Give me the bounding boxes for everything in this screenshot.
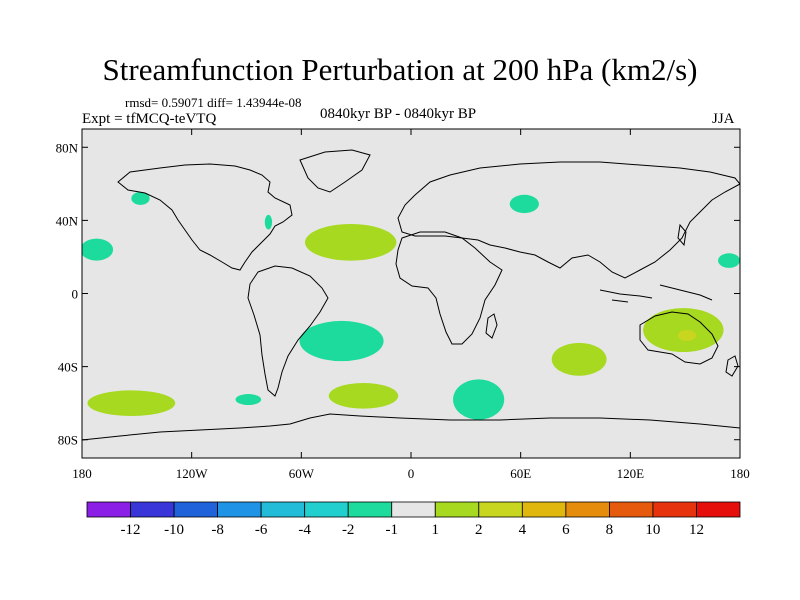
x-tick-label-1: 120W	[176, 466, 209, 481]
anomaly-region-12	[328, 383, 399, 409]
anomaly-region-0	[131, 192, 150, 205]
y-tick-label-3: 40S	[58, 360, 78, 375]
colorbar-swatch-9	[478, 501, 523, 518]
x-tick-label-0: 180	[72, 466, 92, 481]
anomaly-region-8	[643, 308, 724, 352]
anomaly-region-9	[677, 330, 697, 342]
experiment-label: Expt = tfMCQ-teVTQ	[82, 111, 217, 127]
colorbar-swatch-14	[696, 501, 741, 518]
colorbar-label-4: -4	[298, 522, 311, 538]
y-tick-label-2: 0	[72, 287, 79, 302]
axis-ticks: 180 120W 60W 0 60E 120E 180 80N 40N 0 40S 80S	[56, 129, 750, 481]
season-label: JJA	[712, 111, 735, 127]
period-label: 0840kyr BP - 0840kyr BP	[320, 106, 477, 122]
colorbar-label-1: -10	[164, 522, 184, 538]
colorbar-swatch-4	[260, 501, 306, 518]
colorbar-swatch-13	[652, 501, 697, 518]
colorbar-label-5: -2	[342, 522, 355, 538]
x-tick-label-3: 0	[408, 466, 415, 481]
y-tick-label-1: 40N	[56, 213, 79, 228]
anomaly-region-7	[551, 342, 607, 376]
anomaly-region-3	[304, 224, 397, 261]
x-tick-label-4: 60E	[510, 466, 531, 481]
colorbar-swatch-2	[173, 501, 218, 518]
colorbar-swatch-10	[521, 501, 567, 518]
anomaly-region-6	[299, 320, 384, 362]
colorbar-label-0: -12	[121, 522, 141, 538]
chart-title: Streamfunction Perturbation at 200 hPa (…	[102, 52, 698, 87]
colorbar-swatch-11	[565, 501, 610, 518]
colorbar-label-10: 6	[562, 522, 570, 538]
anomaly-region-13	[453, 379, 505, 420]
colorbar-swatch-6	[347, 501, 393, 518]
rmsd-stats: rmsd= 0.59071 diff= 1.43944e-08	[125, 95, 302, 110]
anomaly-region-5	[718, 253, 740, 268]
colorbar-swatch-3	[217, 501, 262, 518]
colorbar-label-2: -8	[211, 522, 224, 538]
x-tick-label-6: 180	[730, 466, 750, 481]
colorbar-label-3: -6	[255, 522, 268, 538]
anomaly-region-4	[509, 194, 539, 214]
colorbar-label-13: 12	[689, 522, 704, 538]
colorbar-swatch-5	[304, 501, 349, 518]
colorbar: -12 -10 -8 -6 -4 -2 -1 1 2 4 6 8 10 12	[86, 501, 741, 538]
colorbar-swatch-1	[130, 501, 175, 518]
colorbar-label-6: -1	[385, 522, 398, 538]
y-tick-label-0: 80N	[56, 140, 79, 155]
colorbar-swatch-7	[391, 501, 436, 518]
anomaly-region-10	[87, 390, 176, 416]
map-background	[82, 129, 740, 458]
colorbar-swatch-12	[609, 501, 654, 518]
colorbar-label-8: 2	[475, 522, 483, 538]
colorbar-swatch-8	[434, 501, 480, 518]
y-tick-label-4: 80S	[58, 433, 78, 448]
colorbar-label-12: 10	[645, 522, 660, 538]
anomaly-region-1	[82, 238, 114, 261]
colorbar-label-11: 8	[606, 522, 614, 538]
coastlines	[82, 149, 740, 441]
anomaly-region-2	[264, 214, 273, 230]
anomaly-region-11	[235, 394, 262, 405]
colorbar-label-7: 1	[432, 522, 440, 538]
colorbar-swatch-0	[86, 501, 131, 518]
x-tick-label-2: 60W	[289, 466, 315, 481]
colorbar-label-9: 4	[519, 522, 527, 538]
anomaly-layer	[82, 192, 740, 420]
x-tick-label-5: 120E	[617, 466, 645, 481]
